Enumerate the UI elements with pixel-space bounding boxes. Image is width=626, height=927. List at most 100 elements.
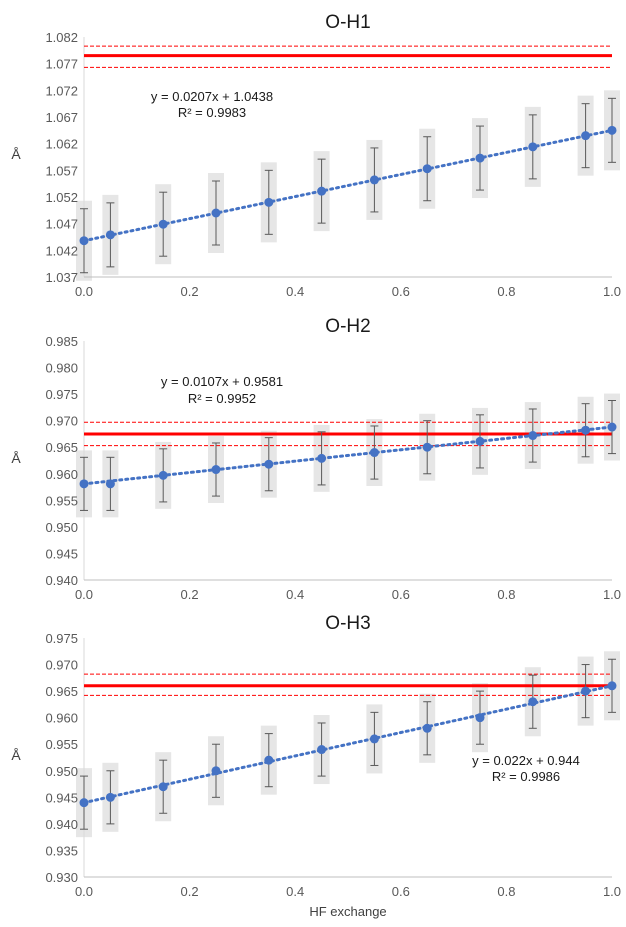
x-tick-label: 0.8 (497, 884, 515, 899)
y-tick-label: 0.965 (45, 684, 78, 699)
y-tick-label: 0.955 (45, 737, 78, 752)
x-tick-label: 0.0 (75, 884, 93, 899)
x-tick-label: 0.6 (392, 587, 410, 602)
y-tick-label: 0.930 (45, 870, 78, 885)
data-point (317, 745, 327, 755)
y-tick-label: 1.037 (45, 270, 78, 285)
x-tick-label: 1.0 (603, 587, 621, 602)
y-tick-label: 1.042 (45, 243, 78, 258)
y-tick-label: 0.965 (45, 440, 78, 455)
trendline (82, 128, 614, 243)
y-tick-label: 1.072 (45, 83, 78, 98)
y-tick-label: 0.975 (45, 631, 78, 646)
x-tick-label: 0.2 (181, 884, 199, 899)
x-tick-label: 0.8 (497, 284, 515, 299)
data-point (211, 465, 221, 475)
x-tick-label: 0.4 (286, 884, 304, 899)
data-point (528, 142, 538, 152)
data-point (607, 422, 617, 432)
data-point (264, 755, 274, 765)
y-axis-label: Å (11, 146, 21, 162)
data-point (422, 723, 432, 733)
trendline (82, 425, 614, 486)
x-tick-label: 0.4 (286, 284, 304, 299)
y-tick-label: 1.077 (45, 57, 78, 72)
data-point (105, 792, 115, 802)
x-tick-label: 0.0 (75, 587, 93, 602)
data-point (528, 431, 538, 441)
y-tick-label: 0.975 (45, 387, 78, 402)
y-tick-label: 0.950 (45, 520, 78, 535)
data-point (422, 164, 432, 174)
x-tick-label: 0.6 (392, 284, 410, 299)
y-tick-label: 1.047 (45, 217, 78, 232)
r-squared-label: R² = 0.9952 (188, 391, 256, 406)
x-tick-label: 0.6 (392, 884, 410, 899)
data-point (158, 470, 168, 480)
trendline-equation: y = 0.022x + 0.944 (472, 753, 580, 768)
x-tick-label: 0.8 (497, 587, 515, 602)
y-tick-label: 0.940 (45, 817, 78, 832)
y-axis-label: Å (11, 747, 21, 763)
y-tick-label: 0.945 (45, 546, 78, 561)
trendline (82, 684, 614, 805)
data-point (422, 442, 432, 452)
trendline-equation: y = 0.0207x + 1.0438 (151, 89, 273, 104)
data-point (264, 197, 274, 207)
y-tick-label: 1.057 (45, 163, 78, 178)
y-tick-label: 1.082 (45, 30, 78, 45)
y-tick-label: 0.980 (45, 361, 78, 376)
y-tick-label: 0.970 (45, 658, 78, 673)
data-point (211, 766, 221, 776)
data-point (158, 782, 168, 792)
data-point (369, 448, 379, 458)
data-point (607, 681, 617, 691)
data-point (475, 713, 485, 723)
data-point (317, 453, 327, 463)
data-point (581, 131, 591, 141)
data-point (105, 230, 115, 240)
data-point (158, 219, 168, 229)
y-tick-label: 0.960 (45, 467, 78, 482)
x-tick-label: 0.4 (286, 587, 304, 602)
y-axis-label: Å (11, 450, 21, 466)
r-squared-label: R² = 0.9983 (178, 105, 246, 120)
chart-title: O-H3 (325, 613, 370, 634)
data-point (264, 459, 274, 469)
data-point (79, 798, 89, 808)
data-point (105, 479, 115, 489)
x-tick-label: 0.2 (181, 587, 199, 602)
y-tick-label: 0.970 (45, 414, 78, 429)
y-tick-label: 0.950 (45, 764, 78, 779)
data-point (369, 175, 379, 185)
trendline-equation: y = 0.0107x + 0.9581 (161, 374, 283, 389)
data-point (79, 236, 89, 246)
chart-title: O-H1 (325, 12, 370, 33)
data-point (79, 479, 89, 489)
y-tick-label: 0.955 (45, 493, 78, 508)
y-tick-label: 0.985 (45, 334, 78, 349)
data-point (475, 436, 485, 446)
y-tick-label: 1.067 (45, 110, 78, 125)
x-tick-label: 0.2 (181, 284, 199, 299)
r-squared-label: R² = 0.9986 (492, 769, 560, 784)
x-tick-label: 0.0 (75, 284, 93, 299)
y-tick-label: 1.052 (45, 190, 78, 205)
x-axis-label: HF exchange (309, 904, 386, 919)
data-point (317, 186, 327, 196)
y-tick-label: 0.945 (45, 790, 78, 805)
data-point (369, 734, 379, 744)
data-point (581, 425, 591, 435)
y-tick-label: 0.940 (45, 573, 78, 588)
data-point (211, 208, 221, 218)
data-point (607, 125, 617, 135)
x-tick-label: 1.0 (603, 884, 621, 899)
x-tick-label: 1.0 (603, 284, 621, 299)
y-tick-label: 0.935 (45, 843, 78, 858)
y-tick-label: 0.960 (45, 711, 78, 726)
y-tick-label: 1.062 (45, 137, 78, 152)
data-point (528, 697, 538, 707)
chart-title: O-H2 (325, 316, 370, 337)
